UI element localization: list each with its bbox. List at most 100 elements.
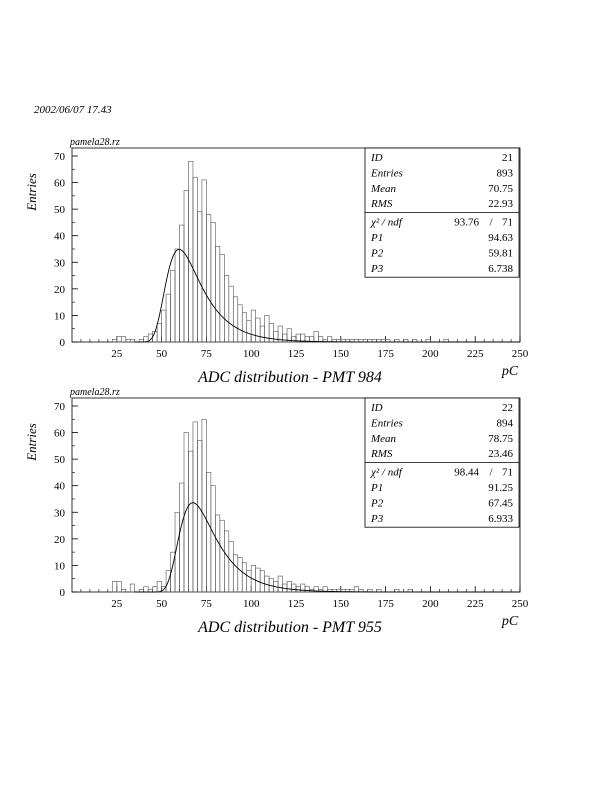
y-tick-label: 20 [54, 534, 66, 546]
fit-param-label: P3 [370, 263, 384, 275]
x-tick-label: 225 [467, 598, 484, 610]
x-tick-label: 75 [201, 348, 213, 360]
y-tick-label: 30 [54, 507, 66, 519]
histogram-bin [152, 586, 158, 593]
file-label: pamela28.rz [69, 387, 120, 398]
histogram-bin [246, 320, 252, 343]
histogram-bin [313, 331, 319, 343]
histogram-bin [143, 586, 149, 593]
x-tick-label: 200 [422, 598, 439, 610]
y-tick-label: 20 [54, 284, 66, 296]
y-tick-label: 50 [54, 204, 66, 216]
histogram-bin [259, 325, 265, 343]
y-tick-label: 0 [60, 587, 66, 599]
histogram-bin [174, 248, 180, 343]
y-tick-label: 60 [54, 178, 66, 190]
chi2-separator: / [489, 467, 493, 479]
fit-param-label: P2 [370, 497, 384, 509]
x-tick-label: 250 [512, 348, 529, 360]
histogram-bin [116, 336, 122, 343]
histogram-bin [255, 567, 261, 593]
stat-value: 893 [497, 167, 514, 179]
fit-param-value: 6.933 [488, 513, 513, 525]
x-tick-label: 50 [156, 348, 168, 360]
histogram-bin [219, 254, 225, 343]
fit-param-label: P3 [370, 513, 384, 525]
x-tick-label: 25 [111, 348, 123, 360]
x-axis-label: pC [501, 364, 519, 379]
x-tick-label: 75 [201, 598, 213, 610]
chart-title: ADC distribution - PMT 984 [197, 369, 382, 386]
histogram-bin [192, 421, 198, 593]
histogram-bin [183, 190, 189, 343]
x-tick-label: 50 [156, 598, 168, 610]
x-tick-label: 200 [422, 348, 439, 360]
y-tick-label: 30 [54, 257, 66, 269]
histogram-bin [232, 554, 239, 593]
histogram-bin [156, 323, 162, 343]
date-stamp: 2002/06/07 17.43 [34, 104, 112, 116]
histogram-bin [246, 570, 252, 593]
y-axis-label: Entries [24, 423, 39, 462]
histogram-bin [120, 589, 127, 593]
stat-label: Entries [370, 417, 403, 429]
chi2-ndf: 71 [502, 217, 513, 229]
histogram-bin [201, 418, 207, 593]
histogram-bin [201, 179, 207, 343]
histogram-bin [353, 586, 360, 593]
histogram-bin [255, 317, 261, 343]
histogram-bin [228, 541, 234, 593]
x-tick-label: 175 [377, 348, 394, 360]
histogram-bin [304, 586, 310, 593]
histogram-bin [224, 275, 230, 343]
stat-label: RMS [370, 448, 393, 460]
x-tick-label: 25 [111, 598, 123, 610]
histogram-bin [112, 581, 118, 593]
histogram-bin [277, 575, 283, 593]
fit-curve [134, 502, 520, 593]
stat-value: 894 [497, 417, 514, 429]
file-label: pamela28.rz [69, 137, 120, 148]
histogram-bin [237, 304, 243, 343]
histogram-bin [116, 581, 122, 593]
histogram-bin [210, 222, 216, 343]
fit-param-label: P1 [370, 232, 383, 244]
histogram-bin [206, 214, 212, 343]
y-tick-label: 60 [54, 428, 66, 440]
fit-curve [134, 248, 520, 343]
fit-param-label: P2 [370, 247, 384, 259]
x-tick-label: 250 [512, 598, 529, 610]
histogram-bin [286, 581, 292, 593]
stat-value: 22.93 [488, 198, 513, 210]
histogram-bin [120, 336, 127, 343]
y-tick-label: 40 [54, 481, 66, 493]
x-tick-label: 100 [243, 348, 260, 360]
stat-value: 23.46 [488, 448, 513, 460]
stat-label: ID [370, 402, 383, 414]
chi2-ndf: 71 [502, 467, 513, 479]
histogram-bin [291, 583, 297, 593]
histogram-bin [228, 285, 234, 343]
chi2-value: 98.44 [454, 467, 479, 479]
x-tick-label: 150 [333, 598, 350, 610]
histogram-bin [161, 309, 167, 343]
histogram-bin [241, 312, 248, 343]
x-tick-label: 225 [467, 348, 484, 360]
y-tick-label: 70 [54, 151, 66, 163]
histogram-bin [215, 246, 221, 343]
histogram-bin [129, 339, 136, 343]
x-tick-label: 125 [288, 348, 305, 360]
histogram-bin [224, 530, 230, 593]
stat-label: Mean [370, 183, 397, 195]
y-tick-label: 0 [60, 337, 66, 349]
histogram-bin [219, 519, 225, 593]
histogram-bin [179, 224, 185, 343]
histogram-bin [327, 336, 333, 343]
histogram-bin [179, 482, 185, 593]
histogram-bin [129, 583, 136, 593]
histogram-bin [210, 485, 216, 593]
y-tick-label: 40 [54, 231, 66, 243]
x-tick-label: 175 [377, 598, 394, 610]
y-tick-label: 50 [54, 454, 66, 466]
histogram-bin [192, 176, 198, 343]
